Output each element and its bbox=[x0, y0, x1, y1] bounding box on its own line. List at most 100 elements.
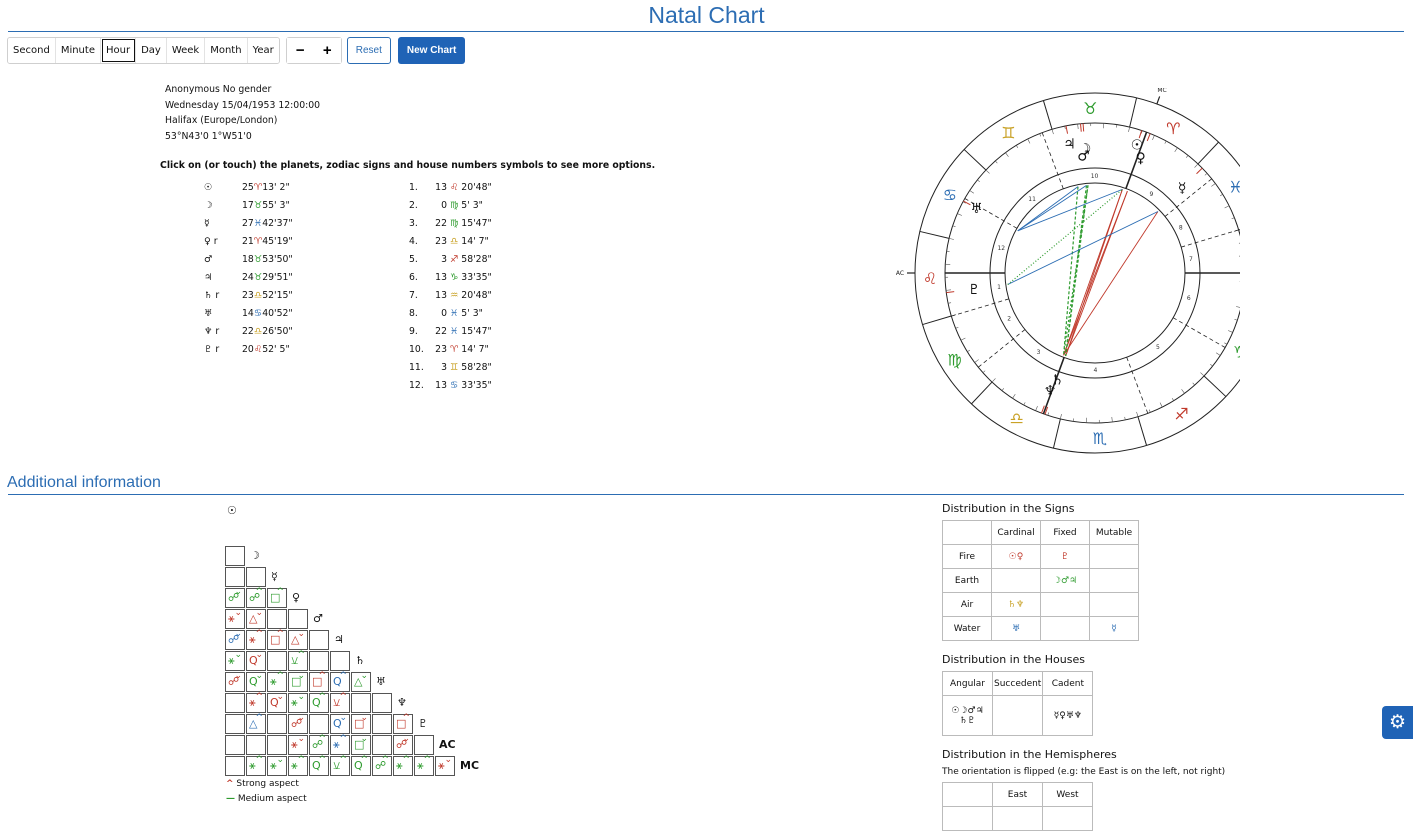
house-row[interactable]: 4.23 ♎ 14' 7" bbox=[409, 233, 529, 251]
grid-planet-glyph[interactable]: ☉ bbox=[227, 501, 237, 521]
aspect-cell[interactable]: □^ bbox=[267, 588, 287, 608]
aspect-cell[interactable]: ⚹^ bbox=[330, 735, 350, 755]
house-row[interactable]: 12.13 ♋ 33'35" bbox=[409, 377, 529, 395]
aspect-cell[interactable]: △⌄ bbox=[351, 672, 371, 692]
aspect-cell[interactable]: □⌄ bbox=[288, 672, 308, 692]
planet-icon[interactable]: ♃ bbox=[1063, 136, 1076, 152]
zodiac-sign-icon[interactable]: ♍ bbox=[947, 351, 961, 370]
planet-icon[interactable]: ♇ bbox=[968, 282, 981, 298]
aspect-cell[interactable]: ⚹^ bbox=[246, 630, 266, 650]
natal-chart-wheel[interactable]: ♈♉♊♋♌♍♎♏♐♑♒♓123456789101112ACDCMC☉☽☿♀♂♃♄… bbox=[850, 88, 1240, 458]
aspect-cell[interactable]: ⚹⌄ bbox=[435, 756, 455, 776]
aspect-cell[interactable]: ⚹⌄ bbox=[288, 735, 308, 755]
aspect-cell[interactable]: ☍^ bbox=[246, 588, 266, 608]
aspect-cell[interactable] bbox=[309, 630, 329, 650]
aspect-cell[interactable]: ☍⌄ bbox=[225, 588, 245, 608]
zodiac-sign-icon[interactable]: ♉ bbox=[1083, 99, 1097, 118]
aspect-cell[interactable] bbox=[288, 609, 308, 629]
aspect-cell[interactable]: ☍⌄ bbox=[225, 630, 245, 650]
grid-planet-glyph[interactable]: ♅ bbox=[376, 672, 386, 692]
period-year-button[interactable]: Year bbox=[248, 38, 279, 63]
settings-gear-button[interactable]: ⚙ bbox=[1382, 706, 1413, 739]
aspect-cell[interactable]: Q^ bbox=[330, 672, 350, 692]
grid-planet-glyph[interactable]: AC bbox=[439, 735, 456, 755]
grid-planet-glyph[interactable]: ♃ bbox=[334, 630, 344, 650]
grid-planet-glyph[interactable]: ☽ bbox=[250, 546, 260, 566]
zodiac-sign-icon[interactable]: ♈ bbox=[1166, 119, 1180, 138]
aspect-cell[interactable]: □^ bbox=[393, 714, 413, 734]
zodiac-sign-icon[interactable]: ♋ bbox=[943, 186, 957, 205]
planet-row[interactable]: ☿ 27♓42'37" bbox=[204, 215, 324, 233]
house-row[interactable]: 3.22 ♍ 15'47" bbox=[409, 215, 529, 233]
planet-icon[interactable]: ♆ bbox=[1044, 384, 1057, 400]
aspect-cell[interactable] bbox=[309, 651, 329, 671]
house-number-label[interactable]: 10 bbox=[1091, 173, 1099, 180]
planet-row[interactable]: ♃ 24♉29'51" bbox=[204, 269, 324, 287]
aspect-cell[interactable] bbox=[414, 735, 434, 755]
grid-planet-glyph[interactable]: ♆ bbox=[397, 693, 407, 713]
house-number-label[interactable]: 6 bbox=[1187, 295, 1191, 302]
aspect-cell[interactable] bbox=[372, 714, 392, 734]
aspect-cell[interactable] bbox=[372, 693, 392, 713]
period-hour-button[interactable]: Hour bbox=[101, 38, 136, 63]
zodiac-sign-icon[interactable]: ♓ bbox=[1228, 177, 1240, 196]
house-row[interactable]: 2.0 ♍ 5' 3" bbox=[409, 197, 529, 215]
house-number-label[interactable]: 2 bbox=[1007, 315, 1011, 322]
aspect-cell[interactable] bbox=[330, 651, 350, 671]
aspect-cell[interactable]: ⚹^ bbox=[246, 756, 266, 776]
aspect-cell[interactable]: △⌄ bbox=[246, 609, 266, 629]
aspect-cell[interactable]: ⚹^ bbox=[246, 693, 266, 713]
zodiac-sign-icon[interactable]: ♑ bbox=[1233, 342, 1240, 361]
house-number-label[interactable]: 8 bbox=[1179, 225, 1183, 232]
house-row[interactable]: 9.22 ♓ 15'47" bbox=[409, 323, 529, 341]
aspect-cell[interactable]: ☍⌄ bbox=[288, 714, 308, 734]
grid-planet-glyph[interactable]: ♂ bbox=[313, 609, 323, 629]
planet-row[interactable]: ♅ 14♋40'52" bbox=[204, 305, 324, 323]
aspect-cell[interactable] bbox=[225, 735, 245, 755]
aspect-cell[interactable]: ☍^ bbox=[372, 756, 392, 776]
aspect-cell[interactable]: □^ bbox=[267, 630, 287, 650]
aspect-cell[interactable] bbox=[267, 735, 287, 755]
aspect-cell[interactable] bbox=[267, 651, 287, 671]
aspect-cell[interactable]: □⌄ bbox=[351, 735, 371, 755]
aspect-cell[interactable]: Q⌄ bbox=[246, 672, 266, 692]
planet-icon[interactable]: ♅ bbox=[970, 201, 983, 217]
aspect-cell[interactable]: ⚹^ bbox=[393, 756, 413, 776]
house-row[interactable]: 1.13 ♌ 20'48" bbox=[409, 179, 529, 197]
house-number-label[interactable]: 3 bbox=[1037, 349, 1041, 356]
house-number-label[interactable]: 1 bbox=[997, 284, 1001, 291]
house-number-label[interactable]: 12 bbox=[997, 245, 1005, 252]
house-number-label[interactable]: 7 bbox=[1189, 256, 1193, 263]
aspect-cell[interactable]: ⚹^ bbox=[288, 756, 308, 776]
aspect-cell[interactable]: ⚺^ bbox=[330, 756, 350, 776]
house-row[interactable]: 8.0 ♓ 5' 3" bbox=[409, 305, 529, 323]
grid-planet-glyph[interactable]: ♄ bbox=[355, 651, 365, 671]
planet-icon[interactable]: ♂ bbox=[1077, 149, 1090, 165]
grid-planet-glyph[interactable]: ♇ bbox=[418, 714, 428, 734]
aspect-cell[interactable] bbox=[225, 546, 245, 566]
grid-planet-glyph[interactable]: ☿ bbox=[271, 567, 278, 587]
period-minute-button[interactable]: Minute bbox=[56, 38, 101, 63]
aspect-cell[interactable]: ⚹^ bbox=[267, 672, 287, 692]
house-number-label[interactable]: 11 bbox=[1028, 196, 1036, 203]
period-week-button[interactable]: Week bbox=[167, 38, 205, 63]
aspect-cell[interactable] bbox=[225, 714, 245, 734]
zodiac-sign-icon[interactable]: ♎ bbox=[1009, 409, 1023, 428]
aspect-cell[interactable] bbox=[309, 714, 329, 734]
planet-icon[interactable]: ☿ bbox=[1178, 181, 1187, 197]
zodiac-sign-icon[interactable]: ♌ bbox=[923, 269, 937, 288]
house-row[interactable]: 11.3 ♊ 58'28" bbox=[409, 359, 529, 377]
zodiac-sign-icon[interactable]: ♐ bbox=[1174, 404, 1188, 423]
grid-planet-glyph[interactable]: MC bbox=[460, 756, 479, 776]
aspect-cell[interactable]: Q⌄ bbox=[246, 651, 266, 671]
zodiac-sign-icon[interactable]: ♊ bbox=[1001, 124, 1015, 143]
house-number-label[interactable]: 9 bbox=[1150, 191, 1154, 198]
aspect-cell[interactable] bbox=[225, 693, 245, 713]
aspect-cell[interactable]: Q⌄ bbox=[267, 693, 287, 713]
aspect-cell[interactable]: ⚹⌄ bbox=[225, 609, 245, 629]
aspect-cell[interactable] bbox=[267, 609, 287, 629]
aspect-cell[interactable] bbox=[267, 714, 287, 734]
aspect-cell[interactable]: □⌄ bbox=[351, 714, 371, 734]
